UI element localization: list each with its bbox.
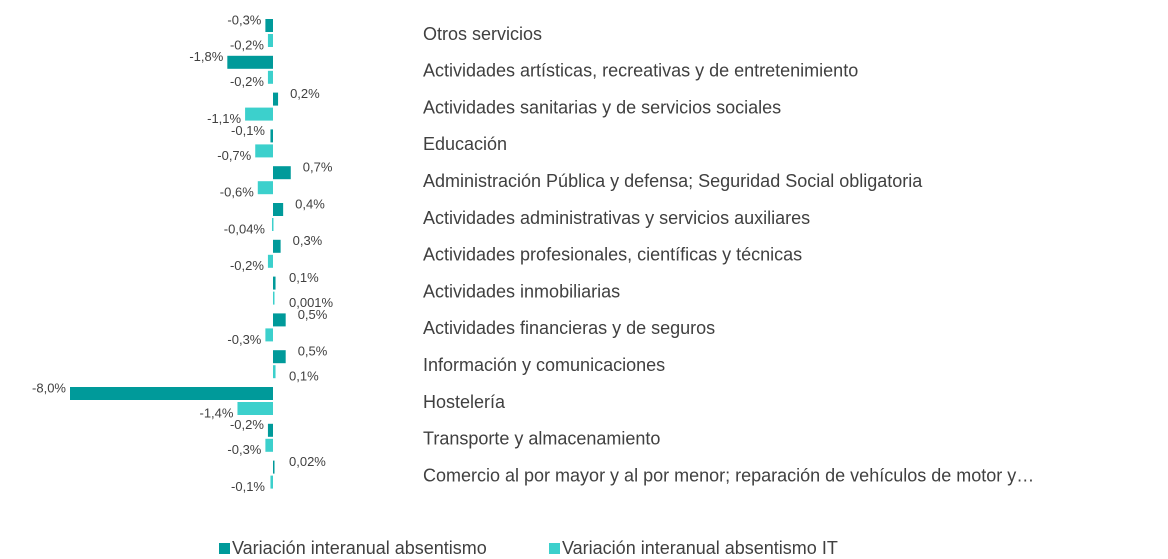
category-label: Educación (423, 134, 507, 154)
category-label: Actividades sanitarias y de servicios so… (423, 97, 781, 117)
legend-swatch (219, 543, 230, 554)
value-label: -0,1% (231, 479, 265, 494)
value-label: -8,0% (32, 380, 66, 395)
category-label: Actividades artísticas, recreativas y de… (423, 61, 858, 81)
value-label: -1,4% (200, 405, 234, 420)
category-label: Hostelería (423, 392, 506, 412)
bar (270, 475, 273, 489)
value-label: 0,5% (298, 344, 328, 359)
bar (265, 19, 273, 32)
bar (270, 129, 273, 143)
value-label: -1,1% (207, 111, 241, 126)
category-label: Actividades administrativas y servicios … (423, 208, 810, 228)
bar (271, 218, 274, 231)
category-label: Información y comunicaciones (423, 355, 665, 375)
bar (267, 70, 273, 84)
value-label: 0,02% (289, 454, 326, 469)
bar (273, 365, 276, 379)
value-label: 0,2% (290, 86, 320, 101)
bar (273, 239, 281, 253)
bar (273, 350, 286, 364)
value-label: 0,1% (289, 369, 319, 384)
legend-label: Variación interanual absentismo IT (562, 538, 838, 558)
value-label: -0,3% (227, 12, 261, 27)
value-label: 0,5% (298, 307, 328, 322)
category-label: Comercio al por mayor y al por menor; re… (423, 465, 1034, 485)
value-label: 0,7% (303, 160, 333, 175)
legend-label: Variación interanual absentismo (232, 538, 487, 558)
value-label: -0,2% (230, 258, 264, 273)
category-label: Otros servicios (423, 24, 542, 44)
category-label: Actividades financieras y de seguros (423, 318, 715, 338)
category-label: Actividades profesionales, científicas y… (423, 245, 802, 265)
value-label: -0,04% (224, 221, 266, 236)
category-label: Administración Pública y defensa; Seguri… (423, 171, 923, 191)
bar (265, 328, 273, 342)
bar (227, 55, 273, 69)
value-label: -0,3% (227, 332, 261, 347)
bar (273, 166, 291, 180)
bar (70, 387, 273, 400)
value-label: 0,1% (289, 270, 319, 285)
bar (255, 144, 273, 158)
value-label: 0,001% (289, 295, 334, 310)
bar (257, 181, 273, 195)
value-label: -0,1% (231, 123, 265, 138)
bar (267, 34, 273, 47)
value-label: -0,3% (227, 442, 261, 457)
legend-swatch (549, 543, 560, 554)
bar (273, 460, 275, 474)
value-label: -0,7% (217, 148, 251, 163)
value-label: 0,3% (293, 233, 323, 248)
bar (273, 92, 279, 106)
value-label: 0,4% (295, 196, 325, 211)
value-label: -0,2% (230, 417, 264, 432)
value-label: -0,2% (230, 74, 264, 89)
bar (245, 107, 273, 121)
category-label: Actividades inmobiliarias (423, 281, 620, 301)
value-label: -1,8% (189, 49, 223, 64)
value-label: -0,2% (230, 37, 264, 52)
bar (267, 254, 273, 268)
bar (267, 423, 273, 437)
bar (273, 291, 275, 305)
bar (273, 313, 286, 327)
value-label: -0,6% (220, 185, 254, 200)
bar (265, 438, 273, 452)
bar (237, 402, 273, 415)
bar (273, 203, 284, 216)
bar (273, 276, 276, 290)
category-label: Transporte y almacenamiento (423, 429, 660, 449)
